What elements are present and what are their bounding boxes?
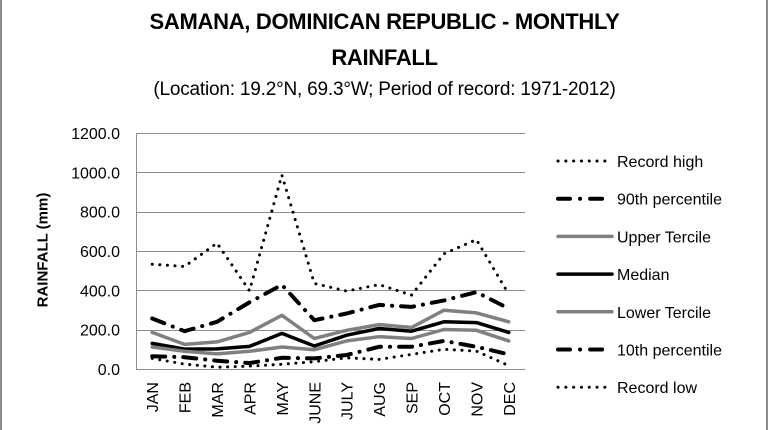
x-tick-label: JULY (340, 382, 357, 420)
x-tick-labels: JAN FEB MAR APR MAY JUNE JULY AUG SEP OCT NOV DEC (145, 382, 519, 424)
legend-item: Median (556, 267, 669, 284)
x-tick-label: JAN (145, 382, 162, 412)
gridlines (136, 133, 525, 370)
legend-label: Median (617, 267, 669, 284)
chart-subtitle: (Location: 19.2°N, 69.3°W; Period of rec… (153, 79, 616, 100)
series-line-record-low (150, 347, 511, 369)
legend-item: Record high (556, 154, 703, 171)
legend-item: 10th percentile (556, 343, 722, 360)
x-tick-label: AUG (372, 382, 389, 417)
y-tick-label: 0.0 (98, 362, 120, 379)
legend-label: Upper Tercile (617, 229, 711, 246)
x-tick-label: JUNE (307, 382, 324, 424)
x-tick-label: APR (242, 382, 259, 415)
chart-title-line-1: SAMANA, DOMINICAN REPUBLIC - MONTHLY (149, 9, 620, 34)
series-line-lower-tercile (150, 327, 511, 356)
x-tick-label: NOV (469, 382, 486, 417)
legend-label: 10th percentile (617, 343, 722, 360)
x-tick-label: SEP (405, 382, 422, 414)
series-line-record-high (150, 173, 511, 297)
y-tick-label: 600.0 (80, 244, 120, 261)
x-tick-label: OCT (437, 382, 454, 416)
series-line-upper-tercile (150, 308, 511, 347)
chart-title-line-2: RAINFALL (331, 45, 438, 70)
frame-left-border (0, 0, 2, 430)
legend: Record high 90th percentile Upper Tercile M… (556, 154, 722, 397)
legend-label: 90th percentile (617, 192, 722, 209)
x-tick-label: DEC (502, 382, 519, 416)
series-line-10th-percentile (150, 338, 511, 366)
y-tick-labels: 0.0 200.0 400.0 600.0 800.0 1000.0 1200.0 (71, 126, 120, 379)
legend-label: Record high (617, 154, 703, 171)
legend-label: Lower Tercile (617, 305, 711, 322)
y-tick-label: 1000.0 (71, 165, 120, 182)
x-tick-label: MAY (275, 382, 292, 416)
y-tick-label: 200.0 (80, 323, 120, 340)
frame-right-border (766, 0, 768, 430)
y-tick-label: 1200.0 (71, 126, 120, 143)
legend-item: Record low (556, 380, 697, 397)
legend-item: Lower Tercile (556, 305, 711, 322)
y-tick-label: 800.0 (80, 205, 120, 222)
y-tick-label: 400.0 (80, 283, 120, 300)
legend-item: 90th percentile (556, 192, 722, 209)
legend-item: Upper Tercile (556, 229, 711, 246)
series-line-90th-percentile (150, 282, 511, 334)
series-lines (150, 173, 511, 369)
x-tick-label: FEB (178, 382, 195, 413)
x-tick-label: MAR (210, 382, 227, 418)
legend-label: Record low (617, 380, 697, 397)
series-line-median (150, 320, 511, 351)
